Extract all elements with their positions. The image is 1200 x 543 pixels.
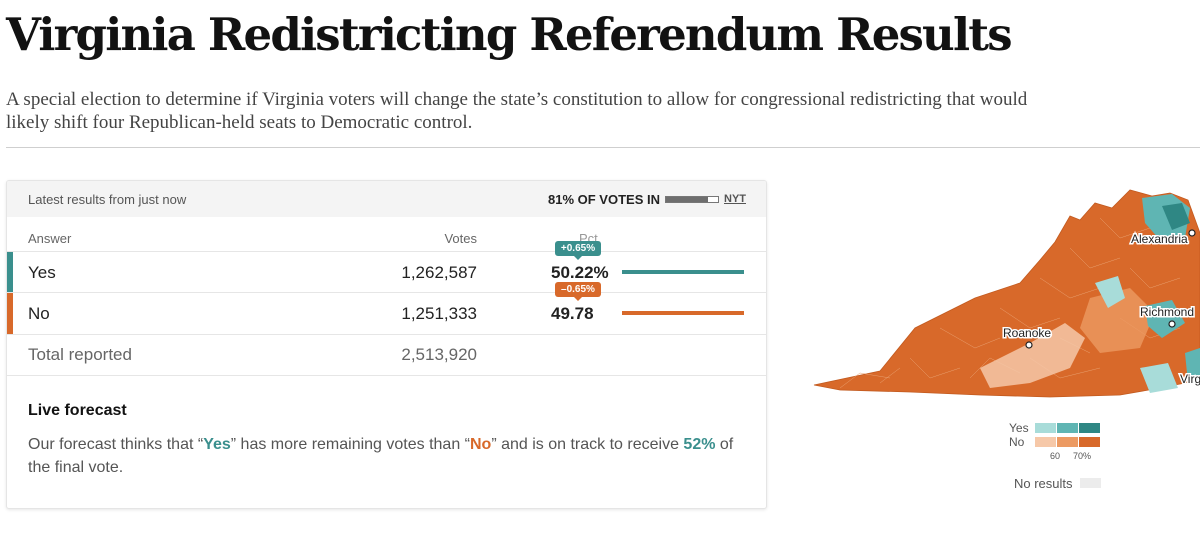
pct-value: 49.78 [551, 304, 594, 323]
legend-yes-swatch-1 [1035, 423, 1056, 433]
votes-value: 1,262,587 [401, 263, 477, 282]
legend-yes-swatch-3 [1079, 423, 1100, 433]
county-lines [839, 217, 1181, 389]
page-title: Virginia Redistricting Referendum Result… [6, 8, 1013, 61]
pct-bar [622, 311, 744, 315]
latest-results-label: Latest results from just now [28, 192, 187, 207]
answer-label: Yes [28, 263, 56, 282]
no-results-label: No results [1014, 476, 1073, 491]
yes-richmond-region [1145, 300, 1185, 338]
result-row-yes: Yes 1,262,587 50.22% [7, 251, 766, 293]
total-reported-label: Total reported [28, 345, 132, 364]
forecast-pct: 52% [683, 436, 716, 453]
yes-se-region [1185, 348, 1200, 383]
city-label-virginia-beach: Virg [1180, 372, 1200, 386]
change-badge-yes: +0.65% [555, 241, 601, 260]
pct-bar [622, 270, 744, 274]
legend-tick-70: 70% [1073, 451, 1092, 461]
result-row-color-bar [7, 252, 13, 293]
legend-no-label: No [1009, 435, 1025, 449]
city-label-alexandria: Alexandria [1131, 232, 1188, 246]
total-reported-votes: 2,513,920 [401, 345, 477, 364]
legend-tick-60: 60 [1050, 451, 1061, 461]
change-badge-no: –0.65% [555, 282, 601, 301]
votes-in-label: 81% OF VOTES IN [548, 192, 660, 207]
roanoke-marker [1025, 341, 1033, 349]
votes-in-meter-fill [666, 197, 709, 202]
forecast-no: No [470, 436, 492, 453]
page-subtitle: A special election to determine if Virgi… [6, 89, 1028, 133]
legend-no-swatch-2 [1057, 437, 1078, 447]
total-reported-row: Total reported 2,513,920 [7, 334, 766, 376]
forecast-title: Live forecast [28, 402, 127, 419]
legend-yes-label: Yes [1009, 421, 1029, 435]
virginia-county-map[interactable]: Alexandria Richmond Roanoke Virg [800, 178, 1200, 408]
results-card-header: Latest results from just now 81% OF VOTE… [7, 181, 766, 217]
forecast-text: Our forecast thinks that “Yes” has more … [28, 436, 734, 476]
no-mid-region [1080, 288, 1155, 353]
results-card: Latest results from just now 81% OF VOTE… [6, 180, 767, 509]
column-header-votes: Votes [444, 231, 477, 246]
votes-value: 1,251,333 [401, 304, 477, 323]
legend-no-swatch-1 [1035, 437, 1056, 447]
source-link[interactable]: NYT [724, 193, 746, 205]
column-header-answer: Answer [28, 231, 72, 246]
alexandria-marker [1188, 229, 1196, 237]
yes-south-region [1140, 363, 1178, 393]
answer-label: No [28, 304, 50, 323]
no-results-swatch [1080, 478, 1101, 488]
yes-central-region [1095, 276, 1125, 308]
legend-no-swatch-3 [1079, 437, 1100, 447]
result-row-color-bar [7, 293, 13, 334]
pct-value: 50.22% [551, 263, 609, 282]
header-divider [6, 147, 1200, 148]
votes-in-meter [665, 196, 719, 203]
city-label-richmond: Richmond [1140, 305, 1194, 319]
richmond-marker [1168, 320, 1176, 328]
city-label-roanoke: Roanoke [1003, 326, 1051, 340]
yes-north-dark-region [1162, 203, 1190, 230]
no-lighter-region [980, 323, 1085, 388]
legend-yes-swatch-2 [1057, 423, 1078, 433]
forecast-yes: Yes [203, 436, 231, 453]
result-row-no: No 1,251,333 49.78 [7, 292, 766, 334]
